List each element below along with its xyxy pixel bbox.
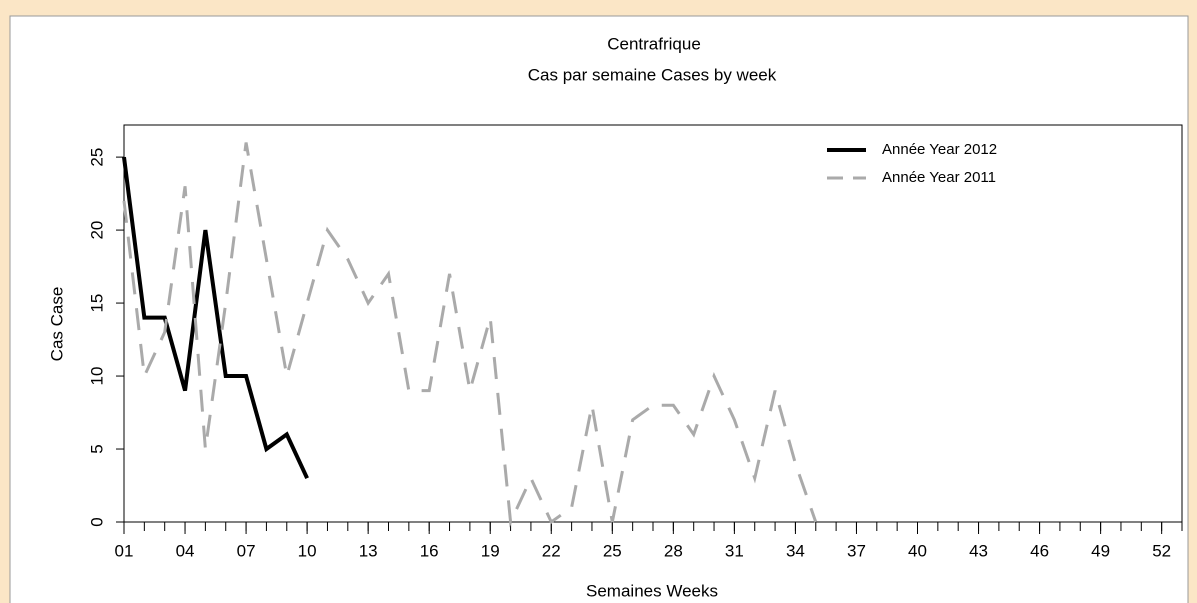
legend-label: Année Year 2011: [882, 169, 996, 186]
series-line: [122, 156, 309, 480]
x-tick-label: 46: [1030, 541, 1049, 560]
y-tick-label: 10: [87, 367, 106, 386]
x-tick-label: 52: [1152, 541, 1171, 560]
panel: [9, 15, 1189, 603]
x-tick-label: 01: [115, 541, 134, 560]
x-tick-label: 34: [786, 541, 805, 560]
y-tick-label: 25: [87, 148, 106, 167]
chart-title: Centrafrique: [607, 34, 701, 53]
x-tick-label: 31: [725, 541, 744, 560]
y-tick-label: 20: [87, 221, 106, 240]
y-tick-label: 5: [87, 444, 106, 453]
x-tick-label: 13: [359, 541, 378, 560]
x-tick-label: 19: [481, 541, 500, 560]
x-tick-label: 37: [847, 541, 866, 560]
x-tick-label: 10: [298, 541, 317, 560]
y-axis-label: Cas Case: [47, 287, 66, 362]
x-tick-label: 22: [542, 541, 561, 560]
x-tick-label: 28: [664, 541, 683, 560]
x-tick-label: 40: [908, 541, 927, 560]
chart-subtitle: Cas par semaine Cases by week: [528, 65, 777, 84]
y-tick-label: 0: [87, 517, 106, 526]
y-tick-label: 15: [87, 294, 106, 313]
x-tick-label: 25: [603, 541, 622, 560]
x-tick-label: 07: [237, 541, 256, 560]
x-tick-label: 04: [176, 541, 195, 560]
legend-label: Année Year 2012: [882, 141, 997, 158]
x-tick-label: 49: [1091, 541, 1110, 560]
x-tick-label: 16: [420, 541, 439, 560]
x-tick-label: 43: [969, 541, 988, 560]
x-axis-label: Semaines Weeks: [586, 581, 718, 600]
